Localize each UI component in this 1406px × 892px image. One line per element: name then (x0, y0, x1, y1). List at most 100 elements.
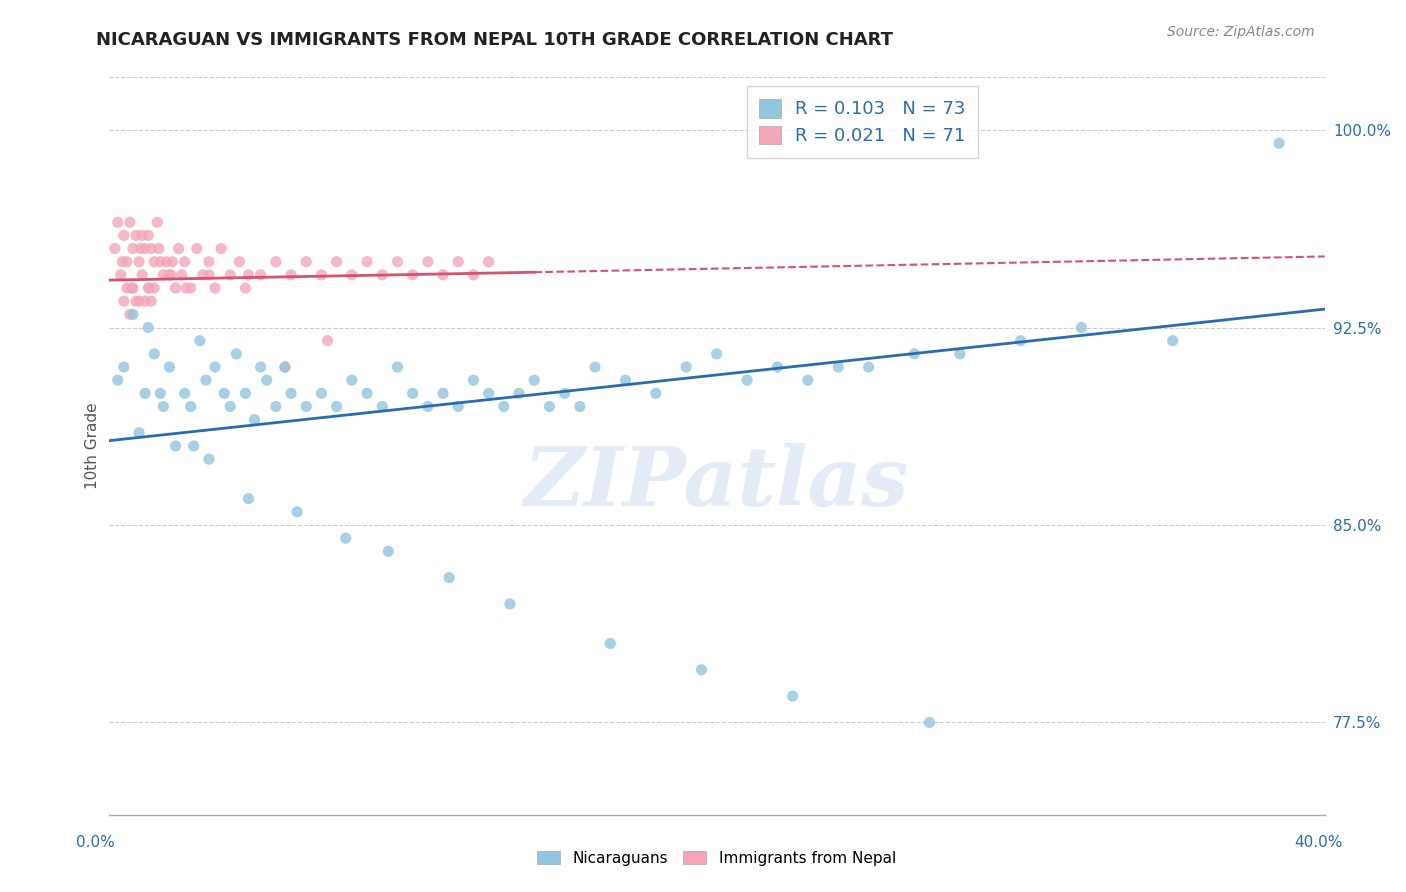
Text: NICARAGUAN VS IMMIGRANTS FROM NEPAL 10TH GRADE CORRELATION CHART: NICARAGUAN VS IMMIGRANTS FROM NEPAL 10TH… (96, 31, 893, 49)
Point (568, 400, 591, 414)
Point (371, 268, 394, 282)
Point (614, 373, 637, 387)
Point (311, 386, 333, 401)
Point (416, 254, 439, 268)
Point (104, 242, 127, 256)
Point (447, 254, 470, 268)
Point (1161, 334, 1184, 348)
Point (295, 400, 318, 414)
Point (858, 359, 880, 374)
Point (131, 228, 153, 243)
Point (690, 663, 713, 677)
Point (264, 400, 287, 414)
Point (159, 359, 181, 374)
Point (112, 359, 135, 374)
Point (387, 359, 409, 374)
Point (188, 334, 211, 348)
Point (478, 386, 501, 401)
Point (107, 215, 129, 229)
Point (134, 386, 156, 401)
Point (583, 359, 606, 374)
Point (238, 268, 260, 282)
Point (143, 254, 166, 268)
Point (1070, 320, 1092, 334)
Point (122, 307, 145, 321)
Point (167, 242, 190, 256)
Point (340, 268, 363, 282)
Point (782, 689, 804, 703)
Point (256, 373, 278, 387)
Point (194, 373, 217, 387)
Point (1268, 136, 1291, 151)
Point (356, 254, 378, 268)
Point (356, 386, 378, 401)
Point (554, 386, 576, 401)
Point (903, 347, 925, 361)
Point (110, 268, 132, 282)
Point (125, 294, 148, 309)
Point (138, 281, 160, 295)
Point (437, 571, 460, 585)
Point (706, 347, 728, 361)
Point (180, 400, 202, 414)
Point (219, 400, 242, 414)
Point (249, 359, 271, 374)
Point (827, 359, 849, 374)
Point (128, 254, 150, 268)
Point (141, 242, 163, 256)
Point (136, 281, 159, 295)
Point (131, 268, 153, 282)
Y-axis label: 10th Grade: 10th Grade (86, 402, 100, 490)
Point (148, 242, 170, 256)
Point (340, 373, 363, 387)
Point (143, 281, 166, 295)
Point (675, 359, 697, 374)
Point (238, 491, 260, 506)
Point (183, 439, 205, 453)
Point (249, 268, 271, 282)
Point (416, 400, 439, 414)
Text: 0.0%: 0.0% (76, 836, 115, 850)
Point (136, 228, 159, 243)
Point (134, 242, 156, 256)
Point (463, 373, 485, 387)
Point (432, 268, 454, 282)
Point (118, 215, 141, 229)
Point (377, 544, 399, 558)
Point (735, 373, 758, 387)
Point (325, 254, 347, 268)
Point (274, 359, 297, 374)
Point (149, 254, 172, 268)
Point (146, 215, 169, 229)
Point (128, 425, 150, 440)
Point (174, 281, 197, 295)
Point (120, 281, 142, 295)
Point (118, 307, 141, 321)
Point (152, 268, 174, 282)
Point (155, 254, 177, 268)
Point (280, 386, 302, 401)
Point (508, 386, 530, 401)
Point (198, 254, 221, 268)
Point (115, 281, 138, 295)
Point (523, 373, 546, 387)
Point (134, 294, 156, 309)
Point (285, 505, 308, 519)
Point (371, 400, 394, 414)
Point (159, 268, 181, 282)
Point (235, 386, 257, 401)
Point (228, 254, 250, 268)
Point (112, 228, 135, 243)
Point (280, 268, 302, 282)
Point (149, 386, 172, 401)
Point (129, 242, 152, 256)
Point (165, 439, 187, 453)
Point (198, 452, 221, 467)
Point (191, 268, 214, 282)
Point (186, 242, 208, 256)
Point (165, 281, 187, 295)
Point (204, 359, 226, 374)
Point (173, 254, 195, 268)
Point (325, 400, 347, 414)
Point (949, 347, 972, 361)
